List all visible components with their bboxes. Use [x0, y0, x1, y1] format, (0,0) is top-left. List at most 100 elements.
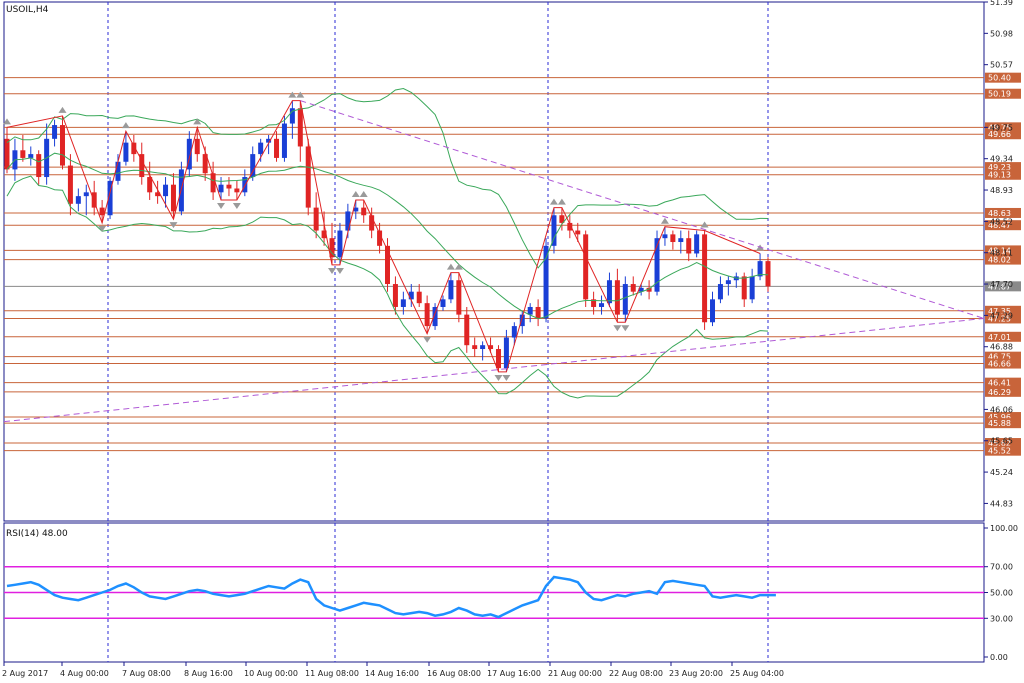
price-level-tag	[985, 254, 1021, 265]
price-level-tag	[985, 438, 1021, 449]
zigzag-line	[6, 100, 761, 373]
candle-body	[107, 180, 113, 216]
chart-title: USOIL,H4	[6, 5, 49, 15]
candle-body	[36, 154, 42, 178]
candle-body	[686, 238, 692, 254]
candle-body	[337, 230, 343, 258]
fractal-up-marker	[296, 91, 305, 98]
candle-body	[440, 299, 446, 307]
fractal-up-marker	[454, 263, 463, 270]
price-level-tag	[985, 129, 1021, 140]
price-level-value: 45.88	[988, 419, 1011, 428]
candle-body	[202, 154, 208, 174]
candle-body	[194, 138, 200, 155]
price-tick-label: 47.29	[990, 311, 1013, 320]
fractal-up-marker	[3, 118, 11, 125]
candle-body	[218, 184, 224, 193]
candle-body	[591, 299, 597, 307]
rsi-tick-label: 70.00	[990, 563, 1013, 572]
candle-body	[234, 188, 240, 193]
candle-body	[765, 261, 771, 287]
price-tick-label: 50.98	[990, 29, 1013, 38]
price-level-tag	[985, 305, 1021, 316]
fractal-up-marker	[446, 263, 455, 270]
candle-body	[622, 284, 628, 315]
candle-body	[606, 280, 612, 304]
time-tick-label: 17 Aug 16:00	[487, 669, 541, 678]
candle-body	[583, 234, 589, 300]
price-level-value: 48.63	[988, 209, 1011, 218]
fractal-down-marker	[98, 225, 107, 232]
candle-body	[543, 245, 549, 319]
candle-body	[123, 142, 129, 162]
price-tick-label: 49.75	[990, 123, 1013, 132]
price-level-tag	[985, 169, 1021, 180]
price-tick-label: 44.83	[990, 499, 1013, 508]
time-tick-label: 8 Aug 16:00	[184, 669, 233, 678]
candle-body	[281, 123, 287, 158]
time-tick-label: 23 Aug 20:00	[669, 669, 723, 678]
candle-body	[377, 230, 383, 246]
price-level-value: 49.75	[988, 123, 1011, 132]
price-tick-label: 48.11	[990, 249, 1013, 258]
fractal-down-marker	[494, 374, 503, 381]
candle-body	[646, 287, 652, 292]
price-level-value: 45.62	[988, 439, 1011, 448]
candle-body	[702, 234, 708, 323]
candle-body	[59, 125, 65, 166]
candle-body	[147, 177, 153, 193]
candle-body	[710, 299, 716, 323]
candle-body	[416, 291, 422, 304]
price-level-tag	[985, 207, 1021, 218]
candle-body	[599, 303, 605, 307]
price-level-value: 47.35	[988, 307, 1011, 316]
candle-body	[170, 184, 176, 212]
price-level-value: 49.23	[988, 163, 1011, 172]
candle-body	[575, 230, 581, 235]
time-tick-label: 25 Aug 04:00	[730, 669, 784, 678]
time-tick-label: 22 Aug 08:00	[609, 669, 663, 678]
candle-body	[329, 238, 335, 258]
price-level-value: 46.66	[988, 360, 1011, 369]
candle-body	[408, 291, 414, 300]
rsi-tick-label: 100.00	[990, 524, 1018, 533]
time-tick-label: 21 Aug 00:00	[548, 669, 602, 678]
candle-body	[67, 165, 73, 204]
candle-body	[4, 138, 10, 170]
fractal-up-marker	[700, 221, 709, 228]
candle-body	[274, 138, 280, 158]
price-tick-label: 48.52	[990, 217, 1013, 226]
price-tick-label: 49.34	[990, 155, 1013, 164]
current-price-tag	[985, 281, 1021, 292]
fractal-up-marker	[557, 198, 566, 205]
candle-body	[662, 234, 668, 239]
candle-body	[250, 154, 256, 178]
price-level-tag	[985, 122, 1021, 133]
candle-body	[551, 215, 557, 246]
candle-body	[488, 345, 494, 350]
price-level-value: 47.25	[988, 314, 1011, 323]
time-tick-label: 10 Aug 00:00	[244, 669, 298, 678]
fractal-down-marker	[423, 336, 432, 343]
price-level-tag	[985, 418, 1021, 429]
candle-body	[638, 287, 644, 292]
time-tick-label: 2 Aug 2017	[2, 669, 48, 678]
candle-body	[91, 192, 97, 208]
candle-body	[155, 192, 161, 197]
candle-body	[163, 184, 169, 197]
price-level-tag	[985, 313, 1021, 324]
price-level-value: 46.29	[988, 388, 1011, 397]
candle-body	[717, 284, 723, 300]
main-plot-frame	[3, 1, 985, 522]
fractal-up-marker	[58, 106, 67, 113]
candle-body	[614, 280, 620, 315]
fractal-down-marker	[169, 222, 178, 229]
fractal-down-marker	[502, 374, 511, 381]
candle-body	[472, 345, 478, 350]
support-trendline	[3, 317, 985, 423]
candle-body	[266, 138, 272, 143]
candle-body	[115, 161, 121, 181]
price-level-tag	[985, 88, 1021, 99]
current-price-value: 47.67	[988, 282, 1011, 291]
